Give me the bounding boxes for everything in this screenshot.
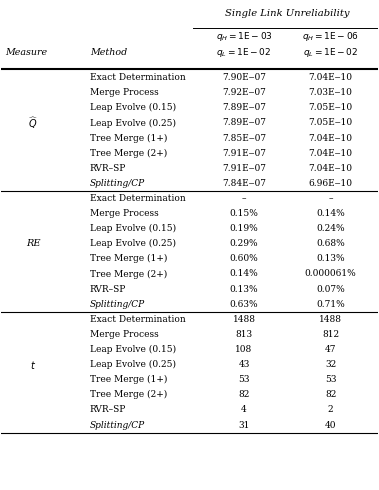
Text: 108: 108 [235,345,253,354]
Text: Splitting/CP: Splitting/CP [90,420,145,430]
Text: 82: 82 [238,391,250,399]
Text: 43: 43 [238,360,250,369]
Text: 7.04E‒10: 7.04E‒10 [309,134,352,143]
Text: 7.89E‒07: 7.89E‒07 [222,119,266,127]
Text: 0.63%: 0.63% [230,300,258,309]
Text: Tree Merge (2+): Tree Merge (2+) [90,390,167,399]
Text: 53: 53 [325,375,336,384]
Text: $q_H =1\mathrm{E}-03$: $q_H =1\mathrm{E}-03$ [216,30,273,43]
Text: Splitting/CP: Splitting/CP [90,179,145,188]
Text: 40: 40 [325,420,336,430]
Text: 7.90E‒07: 7.90E‒07 [222,73,266,82]
Text: 53: 53 [238,375,250,384]
Text: RVR–SP: RVR–SP [90,164,126,173]
Text: 0.60%: 0.60% [230,254,258,264]
Text: RVR–SP: RVR–SP [90,405,126,415]
Text: Tree Merge (1+): Tree Merge (1+) [90,133,167,143]
Text: $q_H =1\mathrm{E}-06$: $q_H =1\mathrm{E}-06$ [302,30,359,43]
Text: Splitting/CP: Splitting/CP [90,300,145,309]
Text: 0.13%: 0.13% [316,254,345,264]
Text: Tree Merge (1+): Tree Merge (1+) [90,254,167,264]
Text: 7.84E‒07: 7.84E‒07 [222,179,266,188]
Text: 813: 813 [235,330,253,339]
Text: 0.000061%: 0.000061% [305,270,357,278]
Text: $t$: $t$ [30,359,36,370]
Text: Single Link Unreliability: Single Link Unreliability [225,9,349,18]
Text: 7.04E‒10: 7.04E‒10 [309,148,352,158]
Text: 6.96E‒10: 6.96E‒10 [309,179,352,188]
Text: Exact Determination: Exact Determination [90,194,186,203]
Text: 0.68%: 0.68% [316,239,345,248]
Text: Merge Process: Merge Process [90,209,158,218]
Text: 7.85E‒07: 7.85E‒07 [222,134,266,143]
Text: RE: RE [26,239,41,248]
Text: 32: 32 [325,360,336,369]
Text: 7.91E‒07: 7.91E‒07 [222,148,266,158]
Text: 7.92E‒07: 7.92E‒07 [222,88,266,97]
Text: Exact Determination: Exact Determination [90,315,186,324]
Text: Tree Merge (2+): Tree Merge (2+) [90,270,167,278]
Text: Leap Evolve (0.15): Leap Evolve (0.15) [90,224,176,233]
Text: 0.13%: 0.13% [230,285,258,294]
Text: Exact Determination: Exact Determination [90,73,186,82]
Text: 82: 82 [325,391,336,399]
Text: $\widehat{Q}$: $\widehat{Q}$ [28,115,39,131]
Text: 0.14%: 0.14% [230,270,258,278]
Text: Merge Process: Merge Process [90,88,158,97]
Text: –: – [328,194,333,203]
Text: 7.05E‒10: 7.05E‒10 [309,119,352,127]
Text: 47: 47 [325,345,336,354]
Text: 2: 2 [328,405,334,415]
Text: 1488: 1488 [319,315,342,324]
Text: 0.07%: 0.07% [316,285,345,294]
Text: 7.03E‒10: 7.03E‒10 [309,88,352,97]
Text: $q_L =1\mathrm{E}-02$: $q_L =1\mathrm{E}-02$ [303,46,358,59]
Text: 1488: 1488 [233,315,255,324]
Text: 0.14%: 0.14% [316,209,345,218]
Text: Method: Method [90,48,127,57]
Text: Leap Evolve (0.25): Leap Evolve (0.25) [90,360,176,369]
Text: Merge Process: Merge Process [90,330,158,339]
Text: 0.71%: 0.71% [316,300,345,309]
Text: –: – [242,194,246,203]
Text: 31: 31 [238,420,250,430]
Text: 0.29%: 0.29% [230,239,258,248]
Text: $q_L =1\mathrm{E}-02$: $q_L =1\mathrm{E}-02$ [216,46,272,59]
Text: Tree Merge (1+): Tree Merge (1+) [90,375,167,384]
Text: 0.15%: 0.15% [230,209,258,218]
Text: 7.91E‒07: 7.91E‒07 [222,164,266,173]
Text: Leap Evolve (0.25): Leap Evolve (0.25) [90,119,176,127]
Text: 7.05E‒10: 7.05E‒10 [309,103,352,112]
Text: 0.24%: 0.24% [316,224,345,233]
Text: 812: 812 [322,330,339,339]
Text: 7.04E‒10: 7.04E‒10 [309,73,352,82]
Text: Leap Evolve (0.25): Leap Evolve (0.25) [90,239,176,248]
Text: RVR–SP: RVR–SP [90,285,126,294]
Text: 7.89E‒07: 7.89E‒07 [222,103,266,112]
Text: Measure: Measure [5,48,47,57]
Text: 4: 4 [241,405,247,415]
Text: Leap Evolve (0.15): Leap Evolve (0.15) [90,103,176,112]
Text: Leap Evolve (0.15): Leap Evolve (0.15) [90,345,176,354]
Text: Tree Merge (2+): Tree Merge (2+) [90,148,167,158]
Text: 7.04E‒10: 7.04E‒10 [309,164,352,173]
Text: 0.19%: 0.19% [230,224,258,233]
